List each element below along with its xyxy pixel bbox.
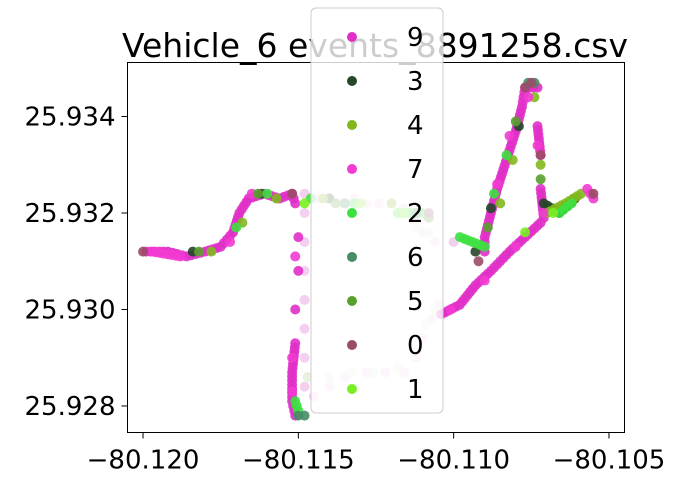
series-5-point	[482, 222, 493, 233]
series-9-point	[293, 232, 304, 243]
legend-label-6: 6	[407, 243, 424, 273]
series-0-point	[473, 256, 484, 267]
legend: 9 3 4 7 2 6 5 0 1	[310, 7, 444, 414]
legend-marker-1	[347, 384, 357, 394]
series-0-point	[588, 188, 599, 199]
legend-label-2: 2	[407, 199, 424, 229]
legend-label-9: 9	[407, 23, 424, 53]
y-tick-label: 25.930	[25, 295, 116, 325]
series-4-point	[271, 193, 282, 204]
legend-box	[310, 7, 444, 414]
legend-label-4: 4	[407, 111, 424, 141]
series-7-point	[287, 386, 298, 397]
series-0-point	[287, 188, 298, 199]
legend-marker-7	[347, 164, 357, 174]
series-0-point	[535, 150, 546, 161]
series-2-point	[231, 222, 242, 233]
legend-label-1: 1	[407, 375, 424, 405]
legend-label-0: 0	[407, 331, 424, 361]
x-tick-label: −80.120	[87, 446, 200, 476]
series-5-point	[252, 188, 263, 199]
legend-marker-2	[347, 208, 357, 218]
series-7-point	[445, 304, 456, 315]
legend-marker-3	[347, 76, 357, 86]
faded-track-point	[302, 372, 313, 383]
series-5-point	[193, 246, 204, 257]
series-5-point	[510, 116, 521, 127]
series-3-point	[485, 203, 496, 214]
x-tick-label: −80.115	[242, 446, 355, 476]
series-6-point	[299, 410, 310, 421]
y-tick-label: 25.934	[25, 103, 116, 133]
series-7-point	[538, 208, 549, 219]
series-9-point	[293, 265, 304, 276]
series-0-point	[526, 77, 537, 88]
series-9-point	[290, 304, 301, 315]
series-7-point	[510, 241, 521, 252]
faded-track-point	[299, 381, 310, 392]
faded-track-point	[299, 323, 310, 334]
series-7-point	[504, 130, 515, 141]
series-2-point	[566, 198, 577, 209]
x-axis: −80.120 −80.115 −80.110 −80.105	[87, 432, 666, 476]
x-tick-label: −80.110	[397, 446, 510, 476]
legend-marker-5	[347, 296, 357, 306]
series-7-point	[523, 92, 534, 103]
series-7-point	[532, 140, 543, 151]
series-0-point	[138, 246, 149, 257]
series-1-point	[548, 208, 559, 219]
data-points-layer	[138, 77, 599, 421]
series-1-point	[520, 227, 531, 238]
legend-label-5: 5	[407, 287, 424, 317]
legend-marker-0	[347, 340, 357, 350]
series-2-point	[489, 188, 500, 199]
legend-marker-9	[347, 32, 357, 42]
series-2-point	[262, 188, 273, 199]
series-4-point	[535, 159, 546, 170]
series-7-point	[287, 352, 298, 363]
series-1-point	[299, 198, 310, 209]
legend-label-7: 7	[407, 155, 424, 185]
faded-track-point	[299, 294, 310, 305]
series-7-point	[479, 275, 490, 286]
legend-label-3: 3	[407, 67, 424, 97]
series-5-point	[535, 174, 546, 185]
series-4-point	[495, 198, 506, 209]
series-9-point	[290, 198, 301, 209]
legend-marker-6	[347, 252, 357, 262]
faded-track-point	[299, 352, 310, 363]
faded-track-point	[299, 208, 310, 219]
y-tick-label: 25.932	[25, 199, 116, 229]
series-7-point	[492, 179, 503, 190]
series-7-point	[225, 236, 236, 247]
legend-marker-4	[347, 120, 357, 130]
series-2-point	[501, 150, 512, 161]
series-2-point	[479, 241, 490, 252]
y-axis: 25.928 25.930 25.932 25.934	[25, 103, 128, 422]
y-tick-label: 25.928	[25, 392, 116, 422]
series-4-point	[206, 246, 217, 257]
x-tick-label: −80.105	[553, 446, 666, 476]
series-7-point	[290, 251, 301, 262]
series-7-point	[175, 251, 186, 262]
